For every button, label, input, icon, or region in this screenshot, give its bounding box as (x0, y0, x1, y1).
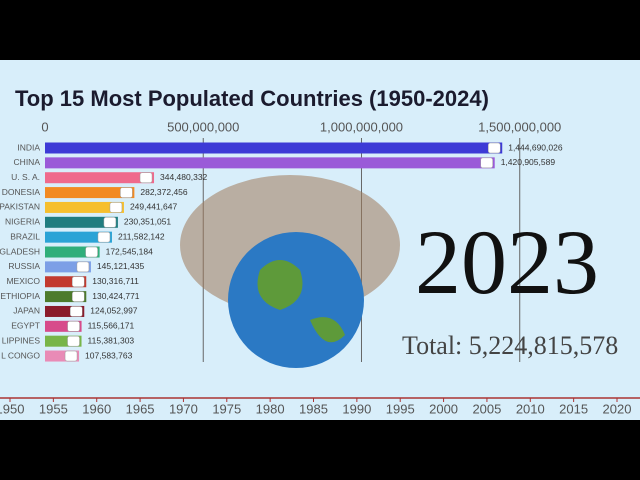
x-tick-label: 500,000,000 (167, 119, 239, 134)
timeline-tick-label: 1950 (0, 401, 24, 416)
category-label: PAKISTAN (0, 202, 40, 212)
x-tick-label: 1,500,000,000 (478, 119, 561, 134)
bar (45, 246, 100, 258)
year-label: 2023 (415, 211, 599, 313)
category-label: RUSSIA (8, 261, 40, 271)
timeline-tick-label: 1970 (169, 401, 198, 416)
globe-illustration (180, 175, 400, 368)
category-label: L CONGO (1, 350, 40, 360)
bar (45, 350, 80, 362)
value-label: 115,566,171 (88, 321, 135, 331)
flag (480, 157, 493, 169)
value-label: 230,351,051 (124, 217, 172, 227)
category-label: MEXICO (6, 276, 40, 286)
timeline-tick-label: 1975 (212, 401, 241, 416)
bar (45, 291, 87, 303)
category-label: LIPPINES (2, 335, 41, 345)
timeline-tick-label: 2015 (559, 401, 588, 416)
bar (45, 216, 118, 228)
timeline-tick-label: 1965 (126, 401, 155, 416)
x-tick-label: 1,000,000,000 (320, 119, 403, 134)
value-label: 282,372,456 (140, 187, 188, 197)
category-label: INDIA (17, 142, 40, 152)
value-label: 145,121,435 (97, 261, 145, 271)
value-label: 172,545,184 (106, 246, 154, 256)
flag (103, 217, 117, 228)
chart-title: Top 15 Most Populated Countries (1950-20… (15, 86, 489, 111)
bar (45, 231, 112, 243)
category-label: NIGERIA (5, 217, 40, 227)
bar (45, 142, 503, 154)
value-label: 1,420,905,589 (501, 157, 556, 167)
timeline-tick-label: 1995 (386, 401, 415, 416)
bar (45, 187, 135, 199)
flag (139, 172, 153, 183)
flag (487, 142, 501, 154)
flag (67, 335, 80, 347)
category-label: U. S. A. (11, 172, 40, 182)
flag (120, 187, 133, 198)
value-label: 249,441,647 (130, 202, 178, 212)
flag (97, 231, 111, 243)
value-label: 130,316,711 (92, 276, 139, 286)
bar (45, 172, 155, 184)
total-label: Total: 5,224,815,578 (402, 331, 618, 360)
flag (109, 202, 123, 213)
timeline-tick-label: 2020 (603, 401, 632, 416)
bar (45, 261, 91, 273)
flag (64, 350, 78, 362)
timeline-tick-label: 1985 (299, 401, 328, 416)
category-label: DONESIA (2, 187, 41, 197)
timeline-tick-label: 1960 (82, 401, 111, 416)
value-label: 1,444,690,026 (508, 142, 563, 152)
flag (70, 306, 83, 317)
flag (76, 261, 90, 273)
value-label: 107,583,763 (85, 350, 133, 360)
continents (257, 260, 345, 343)
category-label: JAPAN (13, 306, 40, 316)
value-label: 344,480,332 (160, 172, 208, 182)
category-label: GLADESH (0, 246, 40, 256)
flag (72, 291, 85, 302)
bar (45, 335, 82, 347)
value-label: 124,052,997 (90, 306, 138, 316)
timeline-tick-label: 2000 (429, 401, 458, 416)
category-label: CHINA (14, 157, 41, 167)
timeline-tick-label: 2010 (516, 401, 545, 416)
bar (45, 305, 85, 317)
timeline-tick-label: 1980 (256, 401, 285, 416)
flag (71, 276, 85, 287)
bar (45, 320, 82, 332)
category-label: BRAZIL (10, 231, 40, 241)
bar (45, 157, 495, 169)
x-tick-label: 0 (41, 119, 48, 134)
timeline-tick-label: 1955 (39, 401, 68, 416)
value-label: 130,424,771 (92, 291, 140, 301)
flag (85, 246, 98, 258)
category-label: ETHIOPIA (0, 291, 40, 301)
timeline-tick-label: 1990 (342, 401, 371, 416)
timeline-tick-label: 2005 (472, 401, 501, 416)
flag (67, 321, 80, 332)
category-label: EGYPT (11, 321, 40, 331)
bar (45, 276, 87, 288)
bar (45, 201, 124, 213)
value-label: 211,582,142 (118, 231, 165, 241)
value-label: 115,381,303 (88, 335, 135, 345)
